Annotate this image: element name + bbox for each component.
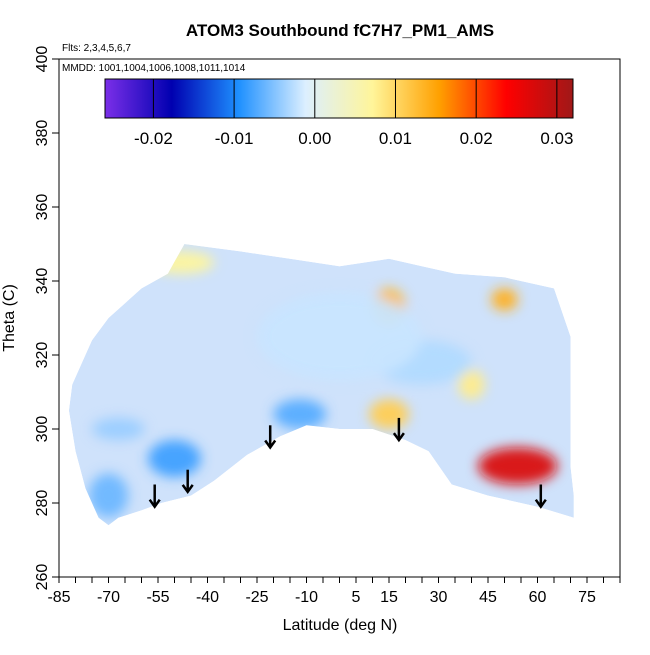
colorbar-ticks: -0.02 -0.01 0.00 0.01 0.02 0.03 — [134, 79, 573, 148]
colorbar: -0.02 -0.01 0.00 0.01 0.02 0.03 — [104, 78, 574, 148]
anomaly-region — [92, 417, 145, 441]
y-tick-label: 360 — [34, 194, 51, 221]
colorbar-tick-label: -0.02 — [134, 129, 173, 148]
y-axis-label: Theta (C) — [1, 284, 18, 352]
x-tick-label: 30 — [430, 589, 448, 606]
anomaly-region — [148, 251, 215, 274]
y-tick-label: 380 — [34, 120, 51, 147]
colorbar-tick-label: 0.00 — [298, 129, 331, 148]
anomaly-region — [478, 447, 558, 485]
flights-note: Flts: 2,3,4,5,6,7 — [62, 43, 131, 54]
anomaly-layer — [88, 251, 558, 518]
x-tick-label: -55 — [146, 589, 169, 606]
x-tick-label: 5 — [352, 589, 361, 606]
descent-arrow-head — [534, 498, 547, 509]
descent-arrow-head — [148, 498, 161, 509]
y-tick-label: 340 — [34, 268, 51, 295]
descent-arrow — [264, 425, 277, 450]
colorbar-tick-label: -0.01 — [215, 129, 254, 148]
x-axis-label: Latitude (deg N) — [283, 617, 398, 634]
descent-arrow — [181, 469, 194, 495]
colorbar-tick-label: 0.02 — [460, 129, 493, 148]
anomaly-region — [491, 288, 518, 311]
x-tick-label: 60 — [529, 589, 547, 606]
descent-arrow-head — [264, 439, 277, 450]
chart-title: ATOM3 Southbound fC7H7_PM1_AMS — [186, 21, 494, 40]
descent-arrow-head — [181, 484, 194, 495]
x-tick-label: -70 — [97, 589, 120, 606]
x-tick-label: -25 — [245, 589, 268, 606]
anomaly-region — [458, 369, 485, 400]
anomaly-region — [369, 399, 409, 430]
descent-arrows — [148, 417, 547, 509]
y-tick-label: 260 — [34, 564, 51, 591]
mmdd-note: MMDD: 1001,1004,1006,1008,1011,1014 — [62, 63, 246, 74]
anomaly-region — [148, 440, 201, 478]
x-tick-label: 45 — [479, 589, 497, 606]
colorbar-tick-label: 0.03 — [540, 129, 573, 148]
x-tick-label: 15 — [380, 589, 398, 606]
x-tick-label: -10 — [295, 589, 318, 606]
data-layer — [68, 244, 574, 526]
x-tick-label: -40 — [196, 589, 219, 606]
anomaly-region — [273, 399, 327, 430]
anomaly-region — [257, 292, 422, 381]
x-tick-label: -85 — [47, 589, 70, 606]
descent-arrow — [392, 417, 405, 443]
y-tick-label: 280 — [34, 490, 51, 517]
colorbar-tick-label: 0.01 — [379, 129, 412, 148]
x-tick-label: 75 — [578, 589, 596, 606]
y-tick-label: 400 — [34, 46, 51, 73]
y-axis: 260 280 300 320 340 360 380 400 — [34, 46, 59, 591]
coverage-fill — [68, 244, 574, 526]
descent-arrow — [534, 484, 547, 509]
x-axis: -85 -70 -55 -40 -25 -10 5 15 30 45 60 75 — [47, 577, 621, 606]
anomaly-region — [88, 473, 129, 518]
descent-arrow-head — [392, 432, 405, 443]
y-tick-label: 300 — [34, 416, 51, 443]
colorbar-bar — [104, 78, 574, 119]
y-tick-label: 320 — [34, 342, 51, 369]
descent-arrow — [148, 484, 161, 509]
